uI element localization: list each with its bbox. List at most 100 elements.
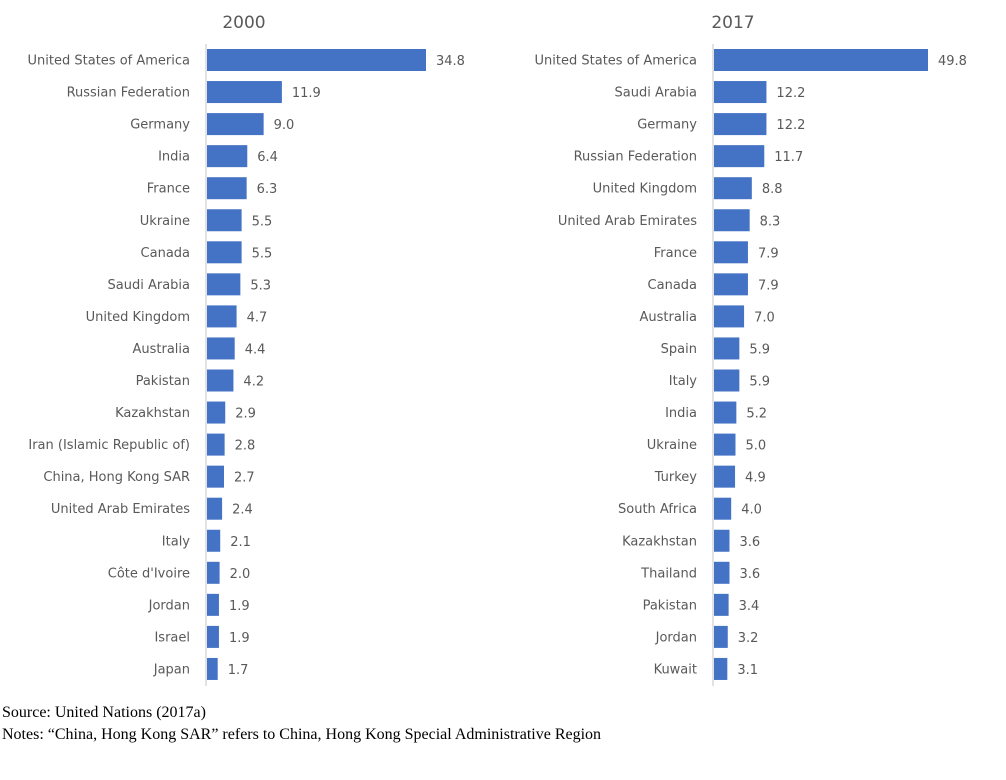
data-label: 6.3 <box>257 182 278 197</box>
category-label: Thailand <box>640 566 697 581</box>
bar <box>207 497 223 520</box>
data-label: 2.4 <box>232 503 253 518</box>
bar <box>714 529 730 552</box>
data-label: 5.5 <box>252 246 273 261</box>
bar <box>207 657 218 680</box>
category-label: Saudi Arabia <box>108 278 191 293</box>
bar <box>714 49 928 71</box>
bar <box>207 209 242 232</box>
data-label: 8.8 <box>762 182 783 197</box>
bar <box>207 465 224 488</box>
category-label: Spain <box>661 342 697 357</box>
category-label: India <box>665 406 697 421</box>
bar <box>714 497 732 520</box>
category-label: United Kingdom <box>593 182 697 197</box>
category-label: Germany <box>130 118 190 133</box>
data-label: 7.0 <box>754 310 775 325</box>
data-label: 11.7 <box>774 150 803 165</box>
category-label: United Arab Emirates <box>51 502 190 517</box>
footer: Source: United Nations (2017a) Notes: “C… <box>2 702 601 746</box>
category-label: Ukraine <box>140 214 190 229</box>
chart-canvas: 2000 United States of America 34.8 Russian … <box>28 13 967 686</box>
bar <box>207 81 282 104</box>
data-label: 5.5 <box>252 214 273 229</box>
data-label: 2.9 <box>235 407 256 422</box>
category-label: Canada <box>141 246 190 261</box>
data-label: 5.2 <box>746 407 767 422</box>
category-label: Canada <box>648 278 697 293</box>
data-label: 49.8 <box>938 54 967 69</box>
category-label: France <box>147 182 190 197</box>
data-label: 5.9 <box>749 342 770 357</box>
category-label: South Africa <box>618 502 697 517</box>
category-label: Kuwait <box>654 662 697 677</box>
bar <box>207 113 264 136</box>
category-label: India <box>158 150 190 165</box>
data-label: 7.9 <box>758 278 779 293</box>
category-label: Italy <box>162 534 191 549</box>
category-label: Russian Federation <box>574 150 697 165</box>
category-label: Australia <box>132 342 190 357</box>
data-label: 5.3 <box>250 278 271 293</box>
bar <box>207 625 219 648</box>
category-label: China, Hong Kong SAR <box>43 470 190 485</box>
bar <box>207 145 248 168</box>
category-label: Japan <box>153 662 190 677</box>
category-label: United Kingdom <box>86 310 190 325</box>
category-label: Germany <box>637 118 697 133</box>
bar <box>207 273 241 296</box>
data-label: 9.0 <box>274 118 295 133</box>
category-label: Côte d'Ivoire <box>108 566 190 581</box>
data-label: 1.7 <box>228 663 249 678</box>
data-label: 5.9 <box>749 375 770 390</box>
notes-text: Notes: “China, Hong Kong SAR” refers to … <box>2 726 602 743</box>
category-label: Jordan <box>148 598 190 613</box>
data-label: 3.2 <box>738 631 759 646</box>
data-label: 3.1 <box>737 663 758 678</box>
source-text: Source: United Nations (2017a) <box>2 704 206 721</box>
data-label: 3.6 <box>739 567 760 582</box>
category-label: Iran (Islamic Republic of) <box>28 438 190 453</box>
category-label: Italy <box>669 374 698 389</box>
data-label: 3.6 <box>739 535 760 550</box>
bar <box>714 401 737 424</box>
bar <box>207 177 247 200</box>
data-label: 2.8 <box>235 439 256 454</box>
bar <box>714 209 750 232</box>
data-label: 2.7 <box>234 471 255 486</box>
bar <box>714 81 767 104</box>
category-label: Jordan <box>655 630 697 645</box>
data-label: 34.8 <box>436 54 465 69</box>
data-label: 11.9 <box>292 86 321 101</box>
category-label: Kazakhstan <box>115 406 190 421</box>
chart-title-2000: 2000 <box>222 13 265 33</box>
category-label: France <box>654 246 697 261</box>
category-label: Kazakhstan <box>622 534 697 549</box>
data-label: 4.2 <box>243 375 264 390</box>
data-label: 2.1 <box>230 535 251 550</box>
bar <box>207 433 225 456</box>
bar <box>207 561 220 584</box>
bar <box>207 305 237 328</box>
bar <box>207 337 235 360</box>
bar <box>207 401 226 424</box>
bar <box>714 177 752 200</box>
data-label: 12.2 <box>776 86 805 101</box>
category-label: United States of America <box>535 54 697 69</box>
bar <box>714 273 748 296</box>
category-label: Ukraine <box>647 438 697 453</box>
bar <box>714 593 729 616</box>
category-label: United Arab Emirates <box>558 214 697 229</box>
category-label: United States of America <box>28 54 190 69</box>
data-label: 1.9 <box>229 631 250 646</box>
data-label: 2.0 <box>230 567 251 582</box>
bar <box>207 593 219 616</box>
bar <box>714 113 767 136</box>
data-label: 3.4 <box>739 599 760 614</box>
bar <box>207 369 234 392</box>
data-label: 6.4 <box>257 150 278 165</box>
bar <box>714 433 736 456</box>
category-label: Pakistan <box>136 374 190 389</box>
category-label: Australia <box>639 310 697 325</box>
category-label: Russian Federation <box>67 86 190 101</box>
